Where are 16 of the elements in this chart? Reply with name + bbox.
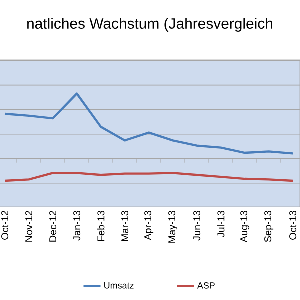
x-tick-label: May-13: [168, 210, 178, 243]
x-tick-label: Oct-13: [290, 210, 297, 240]
x-tick-label: Sep-13: [264, 210, 274, 242]
x-tick-label: Apr-13: [144, 210, 154, 240]
x-tick-label: Dec-12: [50, 211, 57, 242]
x-tick-label: Mar-13: [122, 210, 129, 242]
x-tick-label: Jul-13: [217, 210, 225, 238]
x-tick-label: Jan-13: [74, 210, 81, 241]
legend-label: Umsatz: [104, 282, 134, 289]
x-tick-label: Oct-12: [2, 211, 9, 240]
x-tick-label: Nov-12: [26, 211, 33, 242]
legend-label: ASP: [197, 282, 215, 289]
x-tick-label: Aug-13: [240, 210, 250, 243]
x-tick-label: Jun-13: [194, 210, 201, 241]
x-tick-label: Feb-13: [97, 210, 105, 242]
chart-title: natliches Wachstum (Jahresvergleich: [28, 18, 272, 32]
